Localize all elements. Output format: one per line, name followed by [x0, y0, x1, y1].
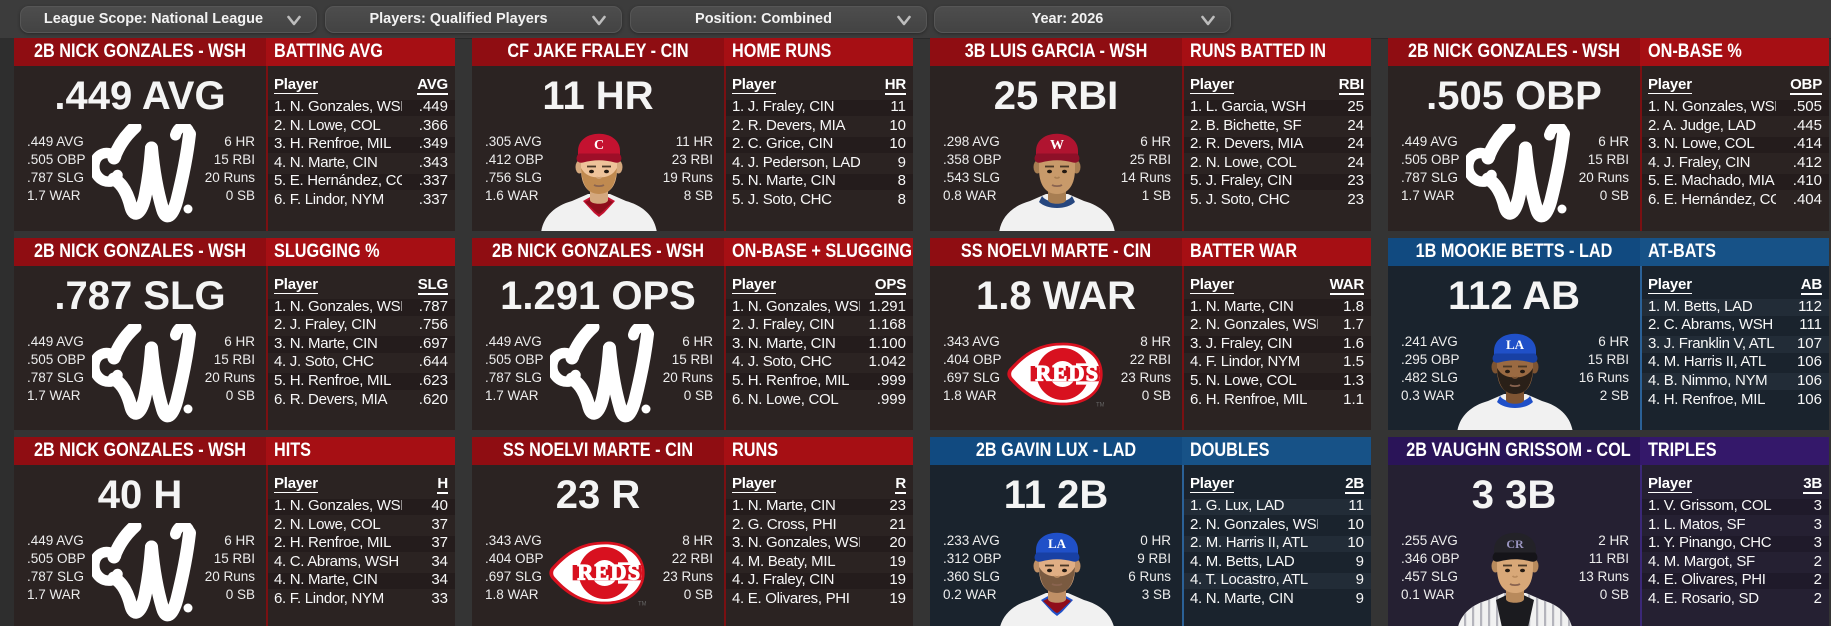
svg-text:C: C [594, 138, 604, 153]
svg-text:TM: TM [1096, 402, 1104, 407]
svg-text:TM: TM [638, 602, 646, 607]
svg-text:REDS: REDS [577, 560, 641, 585]
svg-text:REDS: REDS [1035, 360, 1099, 385]
svg-text:CR: CR [1506, 537, 1524, 551]
svg-text:LA: LA [1506, 337, 1525, 352]
svg-text:W: W [1050, 138, 1064, 153]
svg-text:LA: LA [1048, 536, 1067, 551]
